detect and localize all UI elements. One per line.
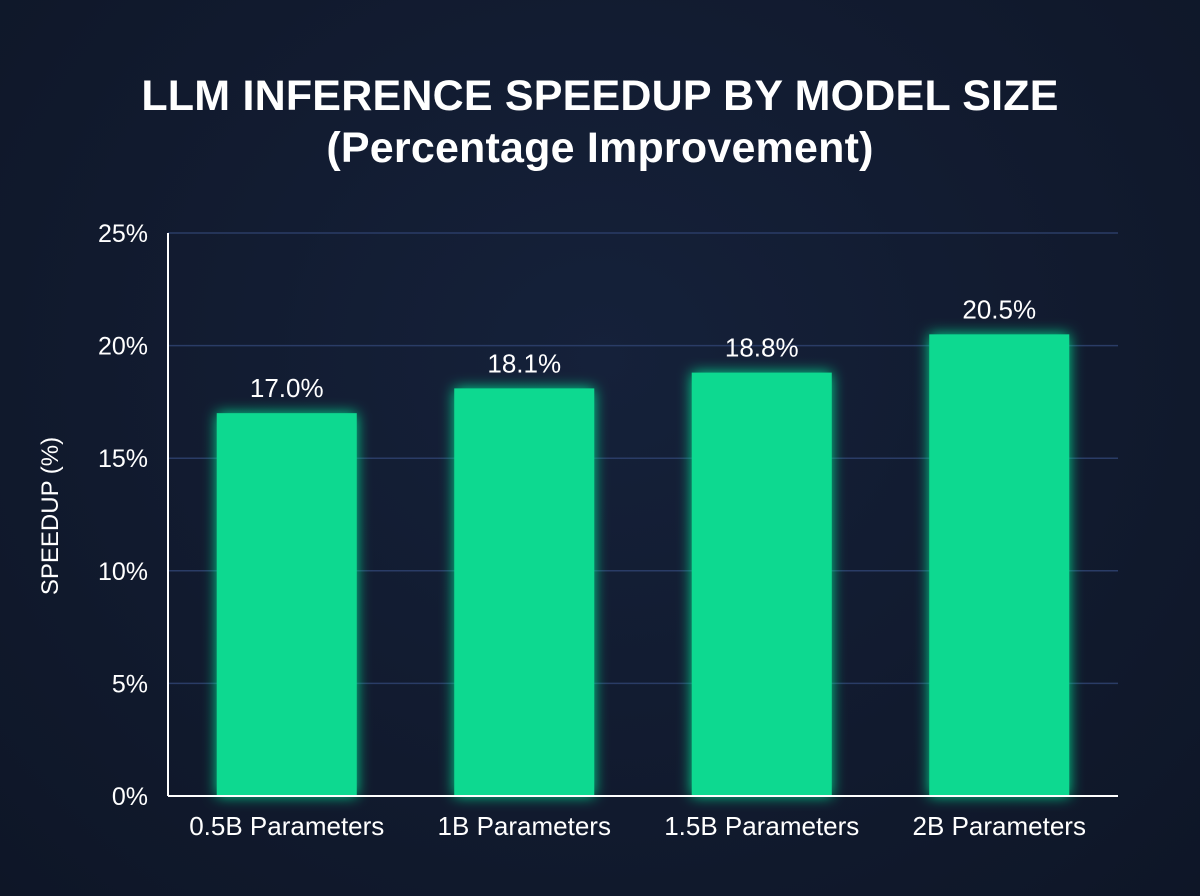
data-label: 20.5% [962, 294, 1036, 324]
y-tick-label: 0% [112, 783, 148, 811]
x-tick-label: 2B Parameters [913, 811, 1086, 841]
data-label: 18.8% [725, 333, 799, 363]
bar [216, 413, 357, 796]
bars [216, 334, 1070, 796]
labels: 0% 5% 10% 15% 20% 25% 17.0% 0.5B Parameters 18.1… [98, 220, 1086, 841]
x-tick-label: 0.5B Parameters [189, 811, 384, 841]
bar [691, 372, 832, 796]
x-tick-label: 1B Parameters [438, 811, 611, 841]
data-label: 18.1% [487, 348, 561, 378]
y-tick-label: 10% [98, 558, 148, 586]
chart-subtitle: (Percentage Improvement) [326, 124, 874, 172]
x-tick-label: 1.5B Parameters [664, 811, 859, 841]
bar [929, 334, 1070, 796]
y-tick-label: 15% [98, 445, 148, 473]
bar [454, 388, 595, 796]
y-tick-label: 20% [98, 333, 148, 361]
chart-title: LLM INFERENCE SPEEDUP BY MODEL SIZE [141, 72, 1059, 120]
axes [167, 233, 1118, 797]
y-axis-title: SPEEDUP (%) [37, 437, 64, 595]
y-tick-label: 25% [98, 220, 148, 248]
data-label: 17.0% [250, 373, 324, 403]
y-tick-label: 5% [112, 670, 148, 698]
